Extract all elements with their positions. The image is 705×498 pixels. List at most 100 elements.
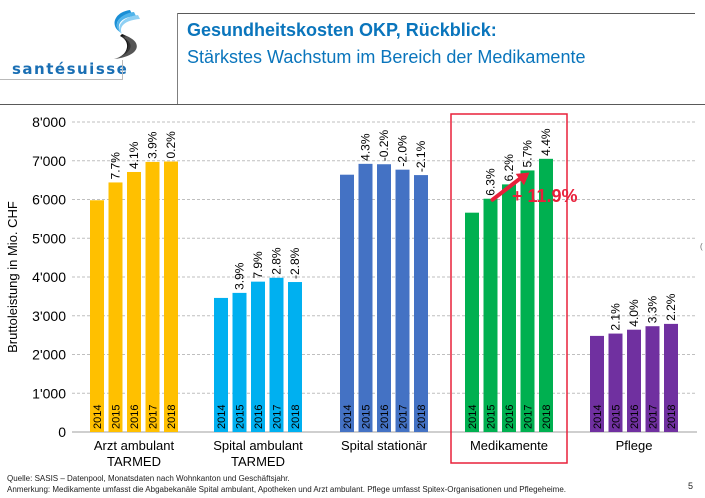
year-label: 2014 bbox=[467, 405, 479, 429]
bar bbox=[340, 174, 354, 432]
bar bbox=[645, 326, 660, 432]
slide-title: Gesundheitskosten OKP, Rückblick: bbox=[187, 20, 497, 40]
bar bbox=[483, 198, 498, 432]
footer-note: Anmerkung: Medikamente umfasst die Abgab… bbox=[7, 485, 567, 494]
growth-label: 6.2% bbox=[502, 154, 516, 182]
logo: santésuisse bbox=[0, 0, 180, 100]
year-label: 2016 bbox=[129, 405, 141, 429]
growth-label: 0.2% bbox=[164, 131, 178, 159]
bar bbox=[502, 184, 516, 432]
category-label: Arzt ambulant bbox=[94, 438, 175, 453]
y-tick-label: 0 bbox=[58, 424, 66, 440]
year-label: 2017 bbox=[148, 405, 160, 429]
page-number: 5 bbox=[688, 481, 694, 491]
header-top-rule bbox=[177, 13, 695, 14]
year-label: 2015 bbox=[486, 405, 498, 429]
category-label: Medikamente bbox=[470, 438, 548, 453]
year-label: 2017 bbox=[398, 405, 410, 429]
growth-label: 2.2% bbox=[664, 293, 678, 321]
santesuisse-swirl-icon bbox=[114, 10, 140, 59]
bar bbox=[164, 161, 178, 432]
header-vertical-rule bbox=[177, 13, 178, 105]
growth-label: 3.9% bbox=[146, 131, 160, 159]
bar bbox=[414, 175, 428, 432]
year-label: 2015 bbox=[611, 405, 623, 429]
bar bbox=[608, 333, 623, 432]
category-label: TARMED bbox=[231, 454, 285, 469]
bar bbox=[251, 281, 265, 432]
growth-label: -2.8% bbox=[288, 247, 302, 279]
growth-label: 4.3% bbox=[359, 133, 373, 161]
y-tick-label: 4'000 bbox=[32, 269, 66, 285]
growth-label: 4.0% bbox=[627, 299, 641, 327]
y-axis-label: Bruttoleistung in Mio. CHF bbox=[5, 201, 20, 353]
bar bbox=[214, 297, 228, 432]
year-label: 2014 bbox=[92, 405, 104, 429]
year-label: 2014 bbox=[592, 405, 604, 429]
y-tick-label: 3'000 bbox=[32, 308, 66, 324]
bar bbox=[395, 169, 410, 432]
growth-label: 3.9% bbox=[233, 262, 247, 290]
bar bbox=[232, 292, 247, 432]
bar bbox=[127, 171, 141, 433]
year-label: 2018 bbox=[416, 405, 428, 429]
year-label: 2016 bbox=[629, 405, 641, 429]
slide-subtitle: Stärkstes Wachstum im Bereich der Medika… bbox=[187, 47, 586, 67]
year-label: 2014 bbox=[216, 405, 228, 429]
bar bbox=[145, 161, 160, 432]
y-tick-label: 8'000 bbox=[32, 114, 66, 130]
growth-label: 4.1% bbox=[127, 141, 141, 169]
year-label: 2016 bbox=[504, 405, 516, 429]
bar bbox=[627, 329, 641, 432]
y-tick-label: 7'000 bbox=[32, 153, 66, 169]
growth-label: 3.3% bbox=[646, 296, 660, 324]
side-marker: ( bbox=[700, 242, 703, 251]
growth-label: 4.4% bbox=[539, 128, 553, 156]
bar bbox=[520, 170, 535, 432]
year-label: 2018 bbox=[541, 405, 553, 429]
bar bbox=[90, 200, 104, 432]
growth-label: -2.0% bbox=[396, 135, 410, 167]
growth-label: 7.7% bbox=[109, 152, 123, 180]
bar bbox=[465, 212, 479, 432]
bar bbox=[108, 182, 123, 432]
growth-label: 5.7% bbox=[521, 140, 535, 168]
growth-arrow bbox=[490, 175, 524, 202]
y-tick-label: 6'000 bbox=[32, 192, 66, 208]
bar bbox=[269, 277, 284, 432]
footer-source: Quelle: SASIS – Datenpool, Monatsdaten n… bbox=[7, 474, 290, 483]
year-label: 2015 bbox=[361, 405, 373, 429]
header-bottom-rule bbox=[0, 104, 705, 105]
year-label: 2014 bbox=[342, 405, 354, 429]
bar bbox=[664, 323, 678, 432]
year-label: 2017 bbox=[648, 405, 660, 429]
category-label: Spital stationär bbox=[341, 438, 428, 453]
logo-text: santésuisse bbox=[12, 60, 129, 78]
category-label: Spital ambulant bbox=[213, 438, 303, 453]
growth-label: 2.1% bbox=[609, 303, 623, 331]
bar bbox=[358, 163, 373, 432]
growth-annotation: + 11.9% bbox=[512, 186, 578, 206]
category-label: Pflege bbox=[616, 438, 653, 453]
growth-label: 6.3% bbox=[484, 168, 498, 196]
year-label: 2017 bbox=[523, 405, 535, 429]
year-label: 2017 bbox=[272, 405, 284, 429]
year-label: 2018 bbox=[290, 405, 302, 429]
bar-chart: 0 1'000 2'000 3'000 4'000 5'000 6'000 7'000 8'00… bbox=[5, 113, 697, 469]
year-label: 2018 bbox=[666, 405, 678, 429]
year-label: 2015 bbox=[111, 405, 123, 429]
y-tick-label: 2'000 bbox=[32, 347, 66, 363]
year-label: 2016 bbox=[379, 405, 391, 429]
year-label: 2015 bbox=[235, 405, 247, 429]
growth-arrowhead bbox=[515, 172, 530, 186]
bar bbox=[590, 335, 604, 432]
highlight-box bbox=[450, 113, 568, 464]
y-tick-label: 5'000 bbox=[32, 230, 66, 246]
growth-label: 2.8% bbox=[270, 247, 284, 275]
logo-divider bbox=[122, 60, 123, 80]
growth-label: 7.9% bbox=[251, 251, 265, 279]
bar bbox=[288, 282, 302, 432]
y-tick-label: 1'000 bbox=[32, 385, 66, 401]
year-label: 2018 bbox=[166, 405, 178, 429]
category-label: TARMED bbox=[107, 454, 161, 469]
